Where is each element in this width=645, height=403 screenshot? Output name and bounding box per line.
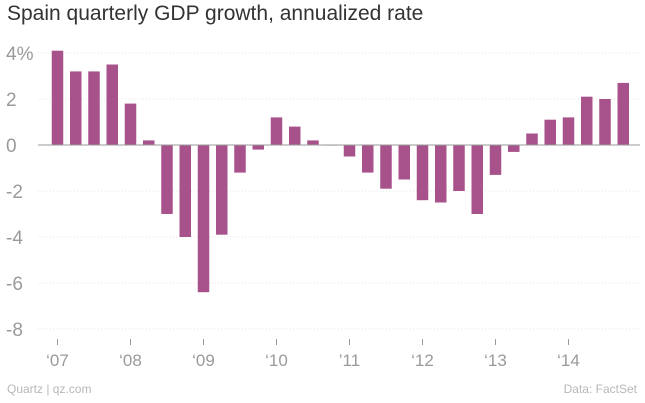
x-tick-label: ’11 bbox=[339, 351, 360, 370]
bar bbox=[307, 140, 319, 145]
bar bbox=[416, 145, 429, 201]
bar bbox=[398, 145, 410, 180]
bar bbox=[380, 145, 392, 189]
bar bbox=[234, 145, 246, 173]
y-tick-label: -8 bbox=[6, 320, 23, 341]
x-tick-label: ‘07 bbox=[46, 351, 69, 370]
x-tick-label: ‘13 bbox=[484, 351, 507, 370]
bar bbox=[161, 145, 173, 214]
y-tick-label: -4 bbox=[6, 228, 23, 249]
bar bbox=[270, 117, 283, 145]
bar bbox=[544, 119, 556, 145]
bar bbox=[435, 145, 447, 203]
bar bbox=[197, 145, 210, 293]
bar bbox=[179, 145, 191, 237]
bar bbox=[252, 145, 264, 150]
bar bbox=[526, 133, 538, 145]
bar bbox=[453, 145, 465, 191]
bar bbox=[88, 71, 100, 145]
y-tick-label: -6 bbox=[6, 274, 23, 295]
bar bbox=[216, 145, 228, 235]
x-tick-label: ‘12 bbox=[411, 351, 434, 370]
bar bbox=[106, 64, 118, 145]
bar bbox=[343, 145, 356, 157]
chart-title: Spain quarterly GDP growth, annualized r… bbox=[7, 2, 424, 25]
y-tick-label: 4% bbox=[6, 44, 34, 65]
x-tick-label: ‘09 bbox=[192, 351, 215, 370]
bar bbox=[581, 96, 593, 145]
x-tick-label: ‘08 bbox=[119, 351, 142, 370]
bar bbox=[289, 126, 301, 145]
bar bbox=[143, 140, 155, 145]
bar bbox=[362, 145, 374, 173]
bar bbox=[124, 103, 137, 145]
footer-data-credit: Data: FactSet bbox=[563, 382, 637, 396]
footer-source: Quartz | qz.com bbox=[7, 382, 92, 396]
y-axis-ticks: 4% 2 0 -2 -4 -6 -8 bbox=[6, 44, 34, 341]
bars bbox=[51, 50, 629, 293]
x-tick-label: ‘10 bbox=[265, 351, 288, 370]
x-axis-ticks: ‘07 ‘08 ‘09 ‘10 ’11 ‘12 ‘13 ‘14 bbox=[46, 339, 580, 370]
bar bbox=[599, 99, 611, 145]
y-tick-label: -2 bbox=[6, 182, 23, 203]
gridlines bbox=[38, 52, 640, 330]
y-tick-label: 2 bbox=[6, 90, 17, 111]
bar bbox=[489, 145, 502, 175]
bar bbox=[70, 71, 82, 145]
bar bbox=[617, 82, 629, 145]
bar bbox=[562, 117, 575, 145]
bar bbox=[51, 50, 64, 146]
bar bbox=[471, 145, 483, 214]
y-tick-label: 0 bbox=[6, 136, 17, 157]
x-tick-label: ‘14 bbox=[557, 351, 580, 370]
bar bbox=[508, 145, 520, 152]
